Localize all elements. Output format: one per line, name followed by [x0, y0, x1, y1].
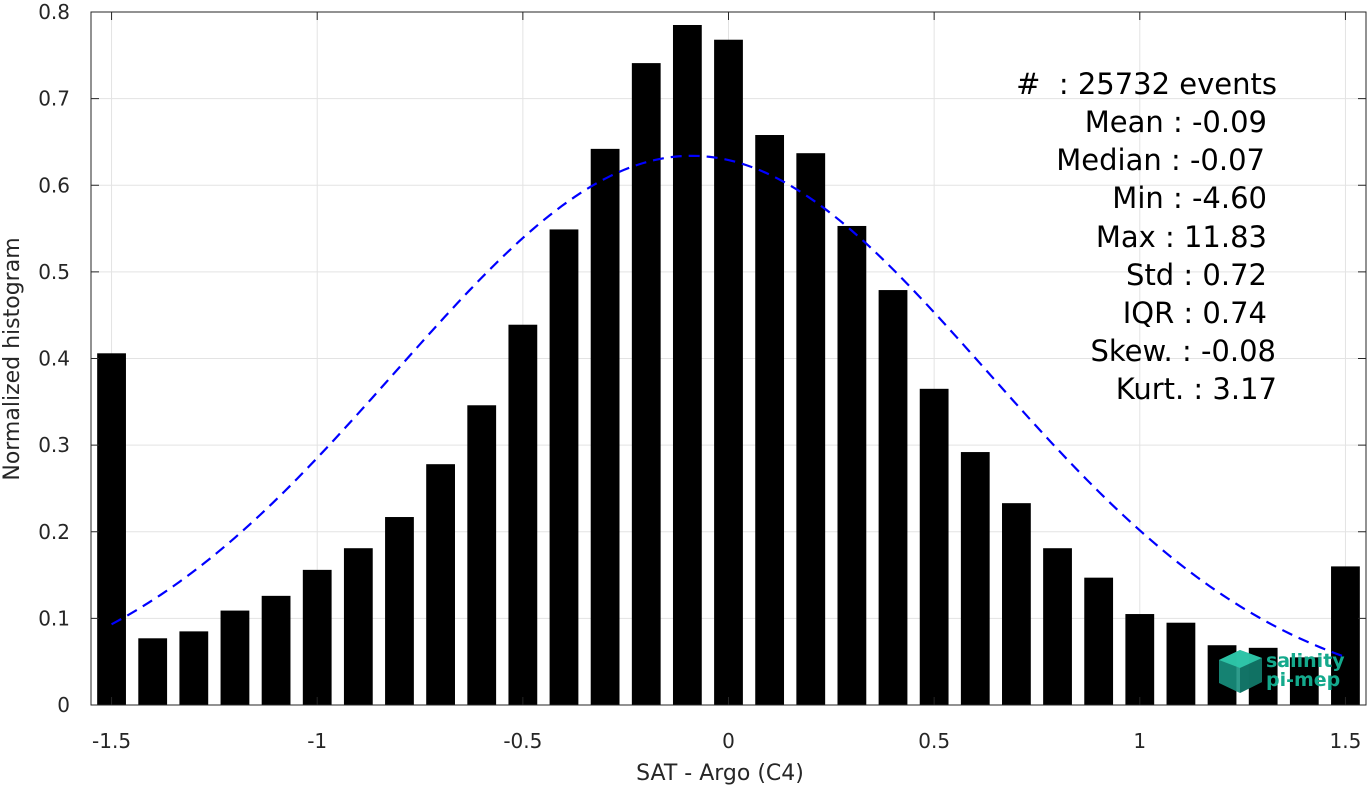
histogram-bar [343, 548, 373, 705]
histogram-bar [1125, 614, 1155, 705]
y-tick-label: 0.3 [38, 433, 70, 457]
x-tick-labels: -1.5 -1 -0.5 0 0.5 1 1.5 [92, 729, 1361, 753]
y-tick-label: 0.8 [38, 0, 70, 24]
histogram-bar [138, 638, 168, 705]
histogram-bar [302, 569, 332, 705]
y-tick-label: 0.1 [38, 606, 70, 630]
histogram-bar [426, 464, 455, 705]
x-tick-label: 0.5 [918, 729, 950, 753]
x-tick-label: 1 [1133, 729, 1146, 753]
y-tick-label: 0.4 [38, 347, 70, 371]
histogram-bar [1043, 548, 1072, 705]
x-tick-label: -0.5 [503, 729, 542, 753]
histogram-bar [631, 63, 661, 705]
histogram-bar [179, 631, 209, 705]
histogram-bar [261, 595, 291, 705]
histogram-bar [796, 153, 826, 706]
logo-line2: pi-mep [1266, 669, 1340, 691]
y-axis-label: Normalized histogram [0, 237, 25, 480]
y-tick-label: 0 [57, 693, 70, 717]
histogram-bar [1331, 566, 1360, 705]
x-tick-label: -1.5 [92, 729, 131, 753]
histogram-bar [97, 353, 126, 705]
x-tick-label: 0 [722, 729, 735, 753]
histogram-bar [220, 610, 250, 705]
stat-mean: Mean : -0.09 [1085, 105, 1267, 139]
statistics-box: # : 25732 events Mean : -0.09 Median : -… [1016, 67, 1277, 406]
y-tick-labels: 0 0.1 0.2 0.3 0.4 0.5 0.6 0.7 0.8 [38, 0, 70, 717]
histogram-bar [1084, 577, 1114, 705]
histogram-bar [508, 324, 538, 705]
stat-skew: Skew. : -0.08 [1090, 334, 1276, 368]
y-tick-label: 0.5 [38, 260, 70, 284]
stat-iqr: IQR : 0.74 [1123, 296, 1267, 330]
y-tick-label: 0.6 [38, 173, 70, 197]
y-tick-label: 0.2 [38, 520, 70, 544]
histogram-bar [960, 452, 990, 705]
histogram-bar [549, 229, 579, 705]
histogram-bar [878, 290, 908, 705]
histogram-bar [590, 148, 620, 705]
stat-max: Max : 11.83 [1096, 220, 1267, 254]
histogram-bar [467, 405, 497, 705]
stat-std: Std : 0.72 [1126, 258, 1267, 292]
stat-min: Min : -4.60 [1112, 181, 1267, 215]
stat-median: Median : -0.07 [1056, 143, 1265, 177]
histogram-bar [755, 135, 785, 705]
histogram-bar [837, 225, 867, 705]
logo-cube-icon [1219, 650, 1262, 693]
histogram-bars [97, 24, 1360, 706]
stat-kurt: Kurt. : 3.17 [1116, 372, 1277, 406]
logo-line1: salinity [1266, 650, 1345, 672]
histogram-bar [672, 24, 702, 705]
salinity-pimep-logo: salinity pi-mep [1219, 650, 1345, 693]
histogram-bar [1002, 503, 1031, 705]
axis-ticks [91, 11, 1366, 706]
histogram-bar [385, 517, 414, 705]
histogram-bar [714, 39, 743, 706]
stat-events: # : 25732 events [1016, 67, 1277, 101]
histogram-bar [919, 388, 949, 705]
x-tick-label: 1.5 [1330, 729, 1362, 753]
x-axis-label: SAT - Argo (C4) [636, 761, 804, 786]
gaussian-fit-curve [111, 154, 1346, 659]
histogram-bar [1166, 622, 1196, 705]
x-tick-label: -1 [307, 729, 327, 753]
histogram-bar [1289, 657, 1319, 705]
y-tick-label: 0.7 [38, 87, 70, 111]
